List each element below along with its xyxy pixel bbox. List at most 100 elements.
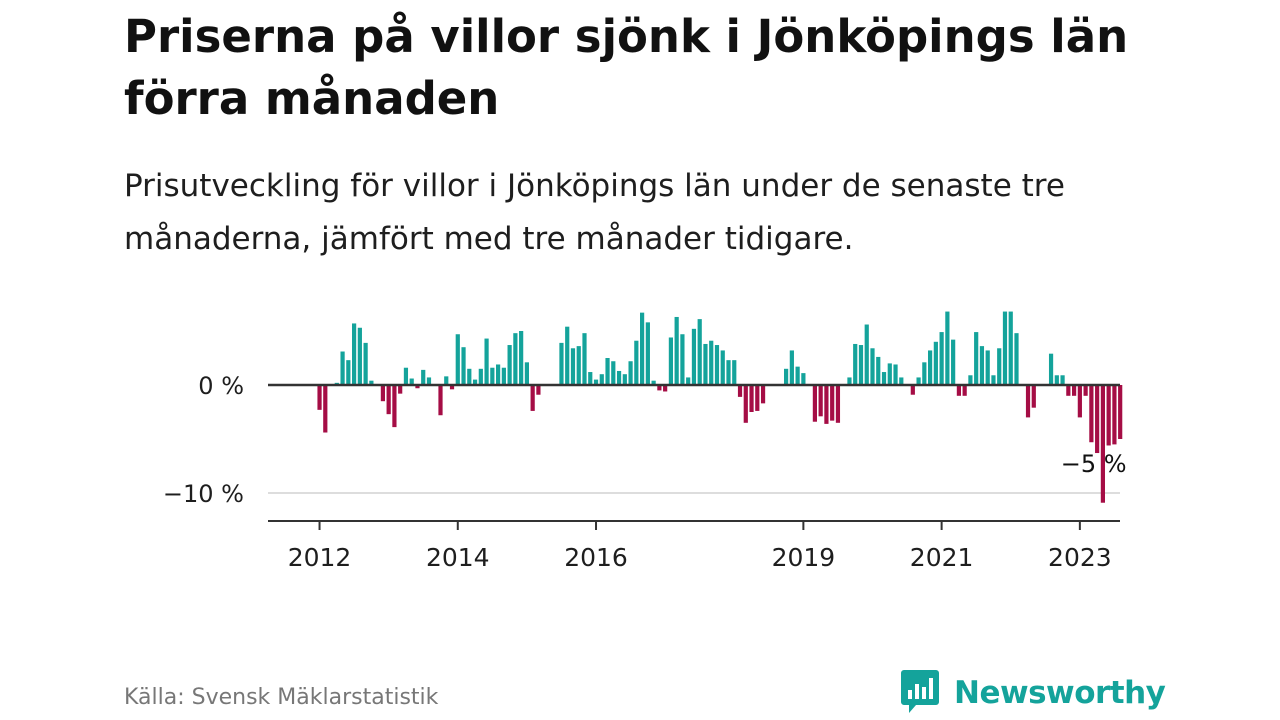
bar	[962, 385, 967, 396]
bar	[346, 360, 351, 385]
bar	[444, 376, 449, 385]
x-tick-label: 2023	[1048, 543, 1112, 572]
bar	[605, 358, 610, 385]
bar	[369, 380, 374, 385]
bar	[582, 333, 587, 385]
x-tick-label: 2021	[910, 543, 974, 572]
bar	[928, 350, 933, 385]
bar	[1095, 385, 1100, 454]
bar	[847, 377, 852, 385]
bar	[1089, 385, 1094, 443]
bar	[1031, 385, 1036, 408]
bar	[945, 311, 950, 385]
bar	[686, 377, 691, 385]
bar	[858, 345, 864, 385]
y-tick-label: −10 %	[163, 480, 244, 508]
bar	[939, 332, 944, 385]
bar	[438, 385, 443, 416]
bar	[720, 350, 725, 385]
bar	[881, 372, 887, 385]
chart-title: Priserna på villor sjönk i Jönköpings lä…	[124, 10, 1129, 125]
bar	[507, 345, 512, 385]
bar	[496, 364, 501, 385]
bar	[663, 385, 668, 392]
bar	[824, 385, 829, 424]
bar	[398, 385, 403, 394]
bar	[536, 385, 541, 395]
bar	[714, 345, 720, 385]
latest-value-label: −5 %	[1061, 450, 1127, 478]
bar	[1002, 311, 1008, 385]
bar	[1048, 353, 1054, 385]
bar	[657, 385, 662, 391]
bar	[645, 322, 650, 385]
newsworthy-logo-icon	[900, 668, 940, 718]
bar	[622, 374, 627, 385]
bar	[951, 339, 956, 385]
bar	[887, 363, 892, 385]
bar	[1025, 385, 1031, 418]
bar	[835, 385, 841, 423]
bar	[363, 342, 368, 385]
bar-series	[317, 311, 1123, 503]
brand-logo[interactable]: Newsworthy	[900, 668, 1166, 718]
bar	[403, 367, 409, 385]
annotations: −5 %	[1061, 450, 1127, 478]
bar	[1112, 385, 1117, 445]
bar	[1008, 311, 1013, 385]
bar	[922, 362, 927, 385]
bar	[409, 378, 414, 385]
bar	[513, 333, 518, 385]
bar	[726, 360, 731, 385]
bar	[818, 385, 823, 417]
bar	[1083, 385, 1088, 396]
bar	[651, 380, 656, 385]
bar	[519, 331, 524, 385]
bar	[974, 332, 979, 385]
bar	[490, 367, 495, 385]
bar	[997, 348, 1002, 385]
bar	[749, 385, 754, 412]
bar	[559, 342, 564, 385]
bar-chart: 0 % −10 % 2012 2014 2016 2019 2021 2023 −5 %	[163, 311, 1127, 572]
bar	[1100, 385, 1105, 503]
bar	[985, 350, 990, 385]
bar	[697, 319, 702, 385]
bar	[691, 328, 697, 385]
bar	[570, 348, 576, 385]
bar	[743, 385, 748, 423]
x-tick-label: 2019	[772, 543, 836, 572]
bar	[640, 312, 645, 385]
bar	[628, 361, 633, 385]
bar	[616, 370, 622, 385]
bar	[1066, 385, 1071, 396]
x-tick-label: 2012	[288, 543, 352, 572]
bar	[760, 385, 766, 404]
bar	[484, 338, 489, 385]
bar	[1014, 333, 1019, 385]
bar	[830, 385, 835, 421]
bar	[593, 379, 599, 385]
bar	[991, 375, 996, 385]
bar	[789, 350, 794, 385]
axis-ticks: 0 % −10 % 2012 2014 2016 2019 2021 2023	[163, 372, 1112, 572]
bar	[524, 362, 529, 385]
bar	[449, 385, 455, 390]
bar	[916, 377, 921, 385]
bar	[732, 360, 737, 385]
bar	[1118, 385, 1123, 439]
bar	[968, 375, 973, 385]
bar	[565, 326, 570, 385]
bar	[933, 341, 938, 385]
bar	[956, 385, 961, 396]
bar	[455, 334, 460, 385]
bar	[611, 361, 616, 385]
bar	[467, 368, 472, 385]
bar	[680, 334, 685, 385]
bar	[472, 379, 478, 385]
brand-name: Newsworthy	[954, 675, 1166, 711]
bar	[530, 385, 535, 411]
bar	[392, 385, 397, 428]
bar	[386, 385, 391, 415]
bar	[853, 343, 858, 385]
